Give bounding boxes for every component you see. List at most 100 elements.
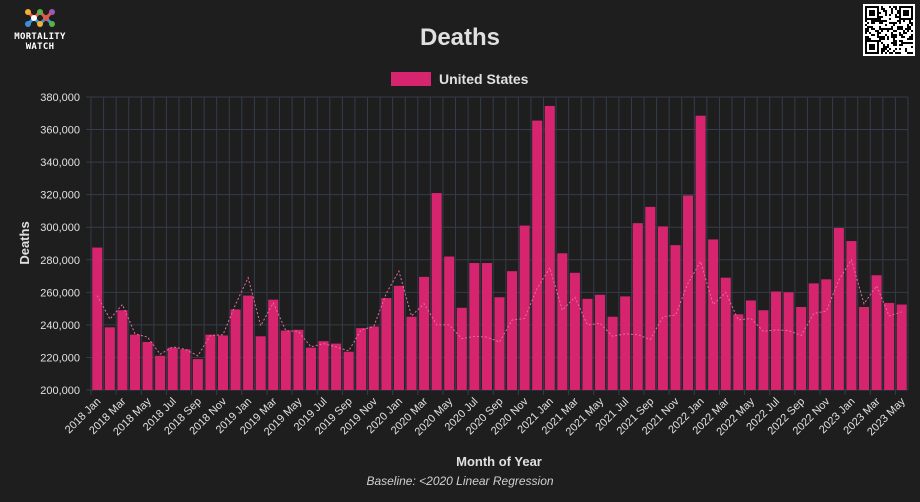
qr-module — [877, 36, 879, 38]
y-tick-label: 360,000 — [40, 125, 80, 137]
legend[interactable]: United States — [391, 71, 529, 87]
qr-module — [903, 20, 905, 22]
qr-module — [893, 24, 895, 26]
bar — [758, 310, 769, 390]
qr-module — [911, 42, 913, 44]
qr-module — [889, 52, 891, 54]
bar — [708, 239, 719, 390]
qr-module — [879, 28, 881, 30]
qr-module — [901, 42, 903, 44]
qr-module — [879, 18, 881, 20]
qr-module — [881, 50, 883, 52]
qr-module — [867, 30, 869, 32]
bar — [406, 316, 417, 390]
qr-module — [899, 34, 901, 36]
qr-module — [895, 8, 897, 10]
qr-finder — [903, 10, 909, 16]
qr-finder — [869, 10, 875, 16]
qr-module — [883, 20, 885, 22]
qr-module — [895, 36, 897, 38]
bar — [657, 226, 668, 390]
bar — [117, 310, 128, 390]
qr-module — [907, 38, 909, 40]
qr-module — [901, 34, 903, 36]
qr-module — [865, 36, 867, 38]
qr-module — [877, 20, 879, 22]
qr-code-icon[interactable] — [863, 4, 915, 56]
qr-module — [897, 12, 899, 14]
bar — [884, 302, 895, 390]
qr-module — [865, 24, 867, 26]
bar — [783, 292, 794, 390]
qr-module — [865, 30, 867, 32]
y-axis-ticks: 200,000 220,000 240,000 260,000 280,000 300,0… — [40, 92, 80, 397]
qr-module — [889, 48, 891, 50]
qr-module — [911, 36, 913, 38]
qr-module — [887, 30, 889, 32]
qr-module — [873, 28, 875, 30]
qr-module — [901, 44, 903, 46]
bar — [557, 253, 568, 390]
qr-module — [879, 26, 881, 28]
qr-module — [897, 10, 899, 12]
qr-module — [873, 22, 875, 24]
bar — [305, 347, 316, 390]
qr-module — [883, 44, 885, 46]
qr-module — [893, 44, 895, 46]
bar — [670, 245, 681, 390]
y-tick-label: 200,000 — [40, 385, 80, 397]
qr-module — [885, 10, 887, 12]
qr-module — [909, 42, 911, 44]
logo-text-line1: MORTALITY — [14, 32, 66, 42]
bar — [356, 328, 367, 390]
qr-module — [901, 28, 903, 30]
qr-module — [899, 52, 901, 54]
qr-module — [865, 32, 867, 34]
qr-module — [899, 28, 901, 30]
qr-module — [911, 52, 913, 54]
bar — [569, 272, 580, 390]
bar — [544, 105, 555, 391]
qr-module — [891, 10, 893, 12]
qr-module — [865, 38, 867, 40]
qr-module — [867, 22, 869, 24]
qr-module — [883, 36, 885, 38]
qr-module — [871, 26, 873, 28]
qr-module — [891, 32, 893, 34]
qr-module — [891, 8, 893, 10]
qr-module — [891, 42, 893, 44]
qr-module — [865, 28, 867, 30]
bar — [532, 120, 543, 390]
mortality-watch-logo: MORTALITY WATCH — [6, 8, 74, 56]
qr-module — [899, 20, 901, 22]
qr-module — [909, 28, 911, 30]
qr-module — [909, 52, 911, 54]
qr-module — [907, 52, 909, 54]
y-tick-label: 280,000 — [40, 255, 80, 267]
qr-module — [879, 38, 881, 40]
qr-module — [895, 22, 897, 24]
qr-module — [891, 34, 893, 36]
bar — [645, 206, 656, 390]
qr-module — [899, 22, 901, 24]
qr-module — [893, 38, 895, 40]
qr-module — [901, 40, 903, 42]
bar — [205, 334, 216, 390]
qr-module — [897, 28, 899, 30]
qr-module — [883, 28, 885, 30]
qr-module — [887, 38, 889, 40]
qr-module — [903, 42, 905, 44]
qr-module — [881, 20, 883, 22]
qr-module — [871, 20, 873, 22]
qr-module — [869, 32, 871, 34]
qr-module — [893, 42, 895, 44]
qr-module — [911, 34, 913, 36]
qr-module — [873, 20, 875, 22]
bar — [393, 285, 404, 390]
qr-module — [891, 36, 893, 38]
qr-module — [905, 48, 907, 50]
bar — [368, 326, 379, 390]
bar — [456, 307, 467, 390]
qr-module — [895, 16, 897, 18]
